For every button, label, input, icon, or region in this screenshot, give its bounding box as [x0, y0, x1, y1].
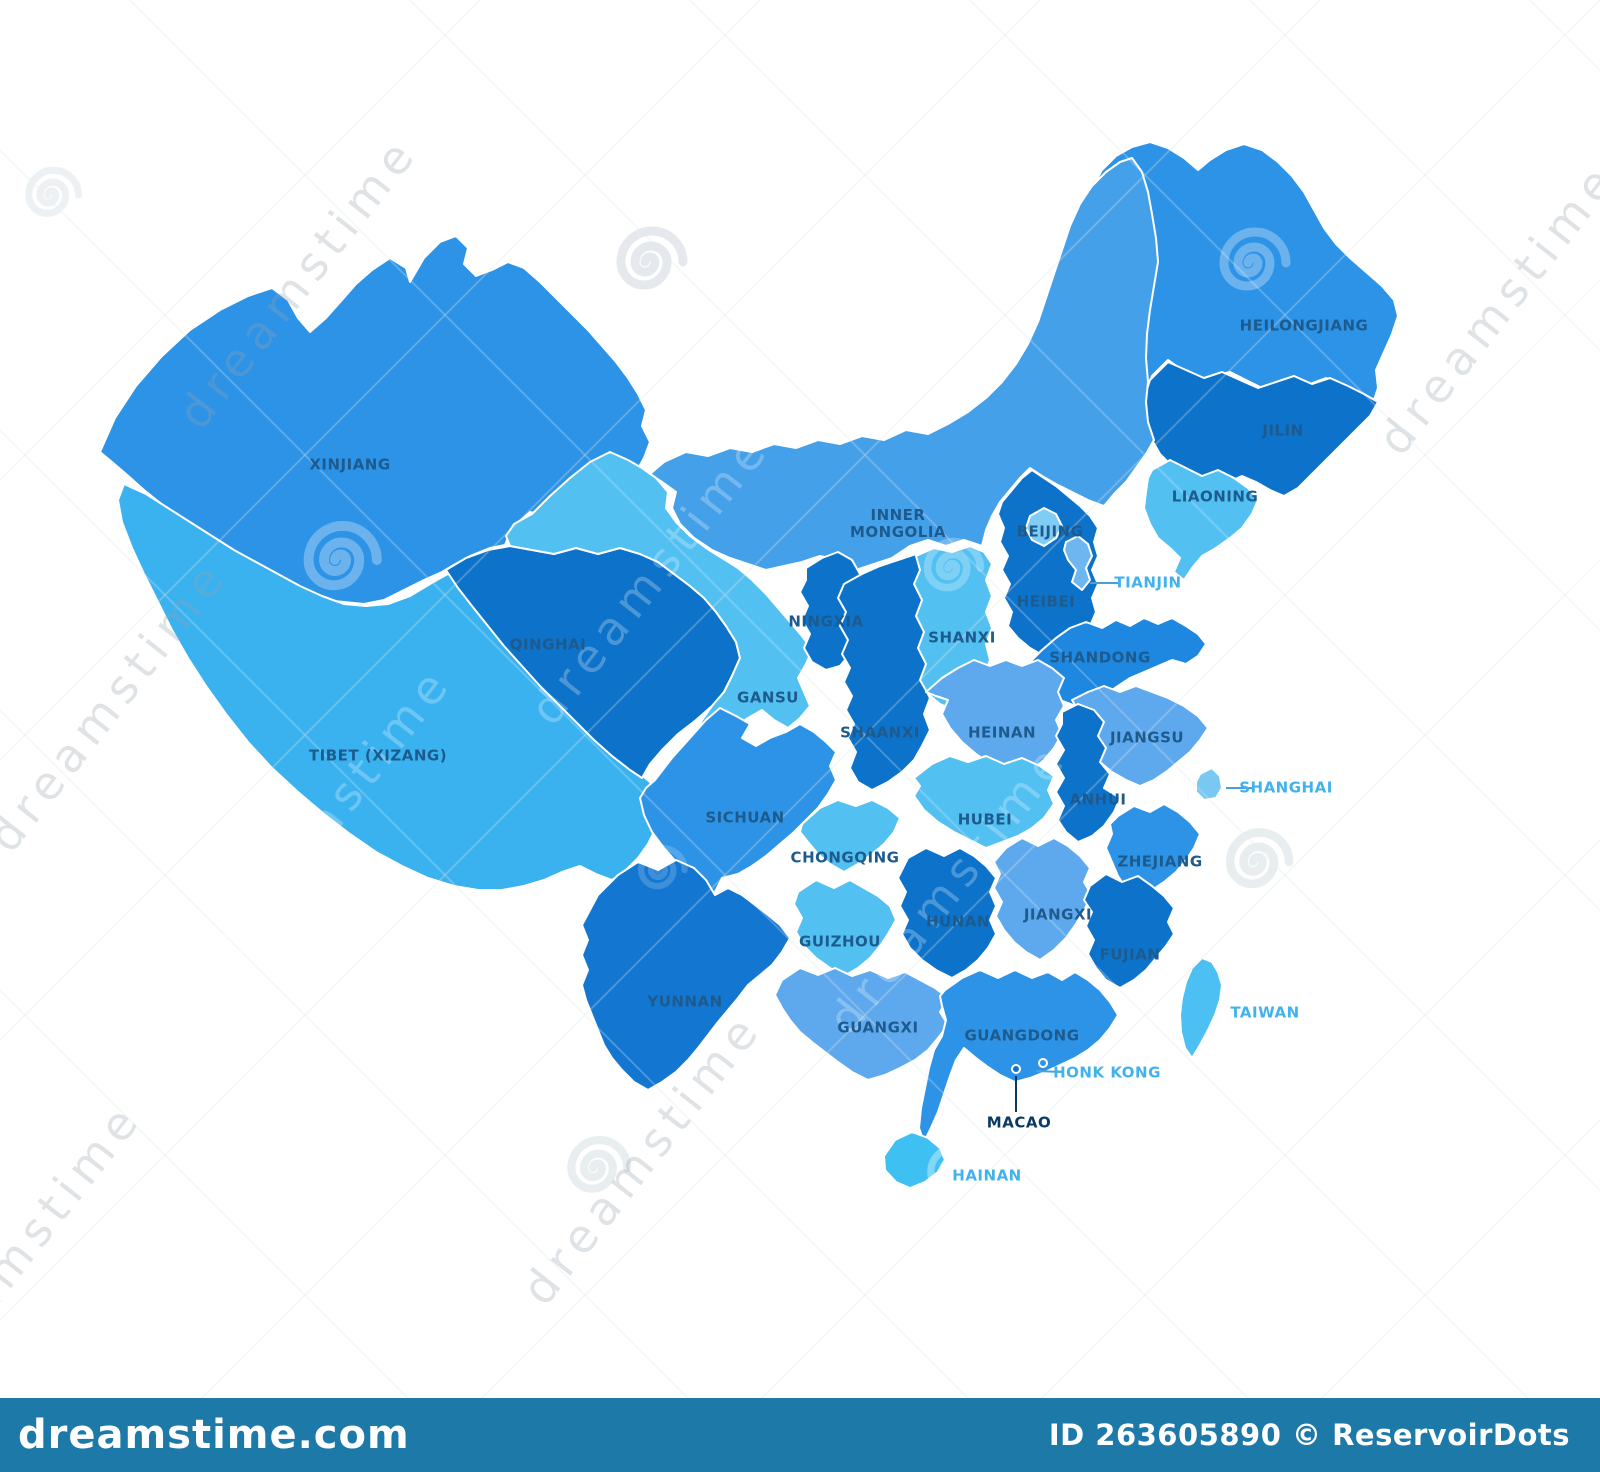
region-zhejiang — [1105, 803, 1201, 897]
region-yunnan — [581, 859, 791, 1091]
region-anhui — [1055, 703, 1121, 843]
region-tibet — [117, 483, 659, 891]
region-tianjin — [1063, 535, 1093, 591]
region-guangdong — [918, 969, 1119, 1143]
dreamstime-logo: dreamstime.com — [18, 1412, 410, 1458]
region-jiangxi — [993, 837, 1093, 961]
hong-kong-callout-line — [1035, 1070, 1063, 1073]
region-hubei — [913, 755, 1055, 849]
region-chongqing — [799, 799, 901, 873]
region-taiwan — [1179, 957, 1223, 1059]
region-liaoning — [1143, 459, 1259, 581]
region-macao — [1011, 1064, 1021, 1074]
region-fujian — [1083, 873, 1175, 989]
region-gansu — [505, 451, 813, 745]
region-hong-kong — [1038, 1058, 1048, 1068]
region-hunan — [897, 847, 997, 979]
region-shanghai — [1195, 767, 1223, 801]
region-beijing — [1025, 507, 1063, 547]
region-guizhou — [793, 879, 897, 977]
region-guangxi — [774, 967, 949, 1081]
image-credit: ID 263605890 © ReservoirDots — [1048, 1418, 1570, 1452]
stock-footer-bar: dreamstime.com ID 263605890 © ReservoirD… — [0, 1398, 1600, 1472]
